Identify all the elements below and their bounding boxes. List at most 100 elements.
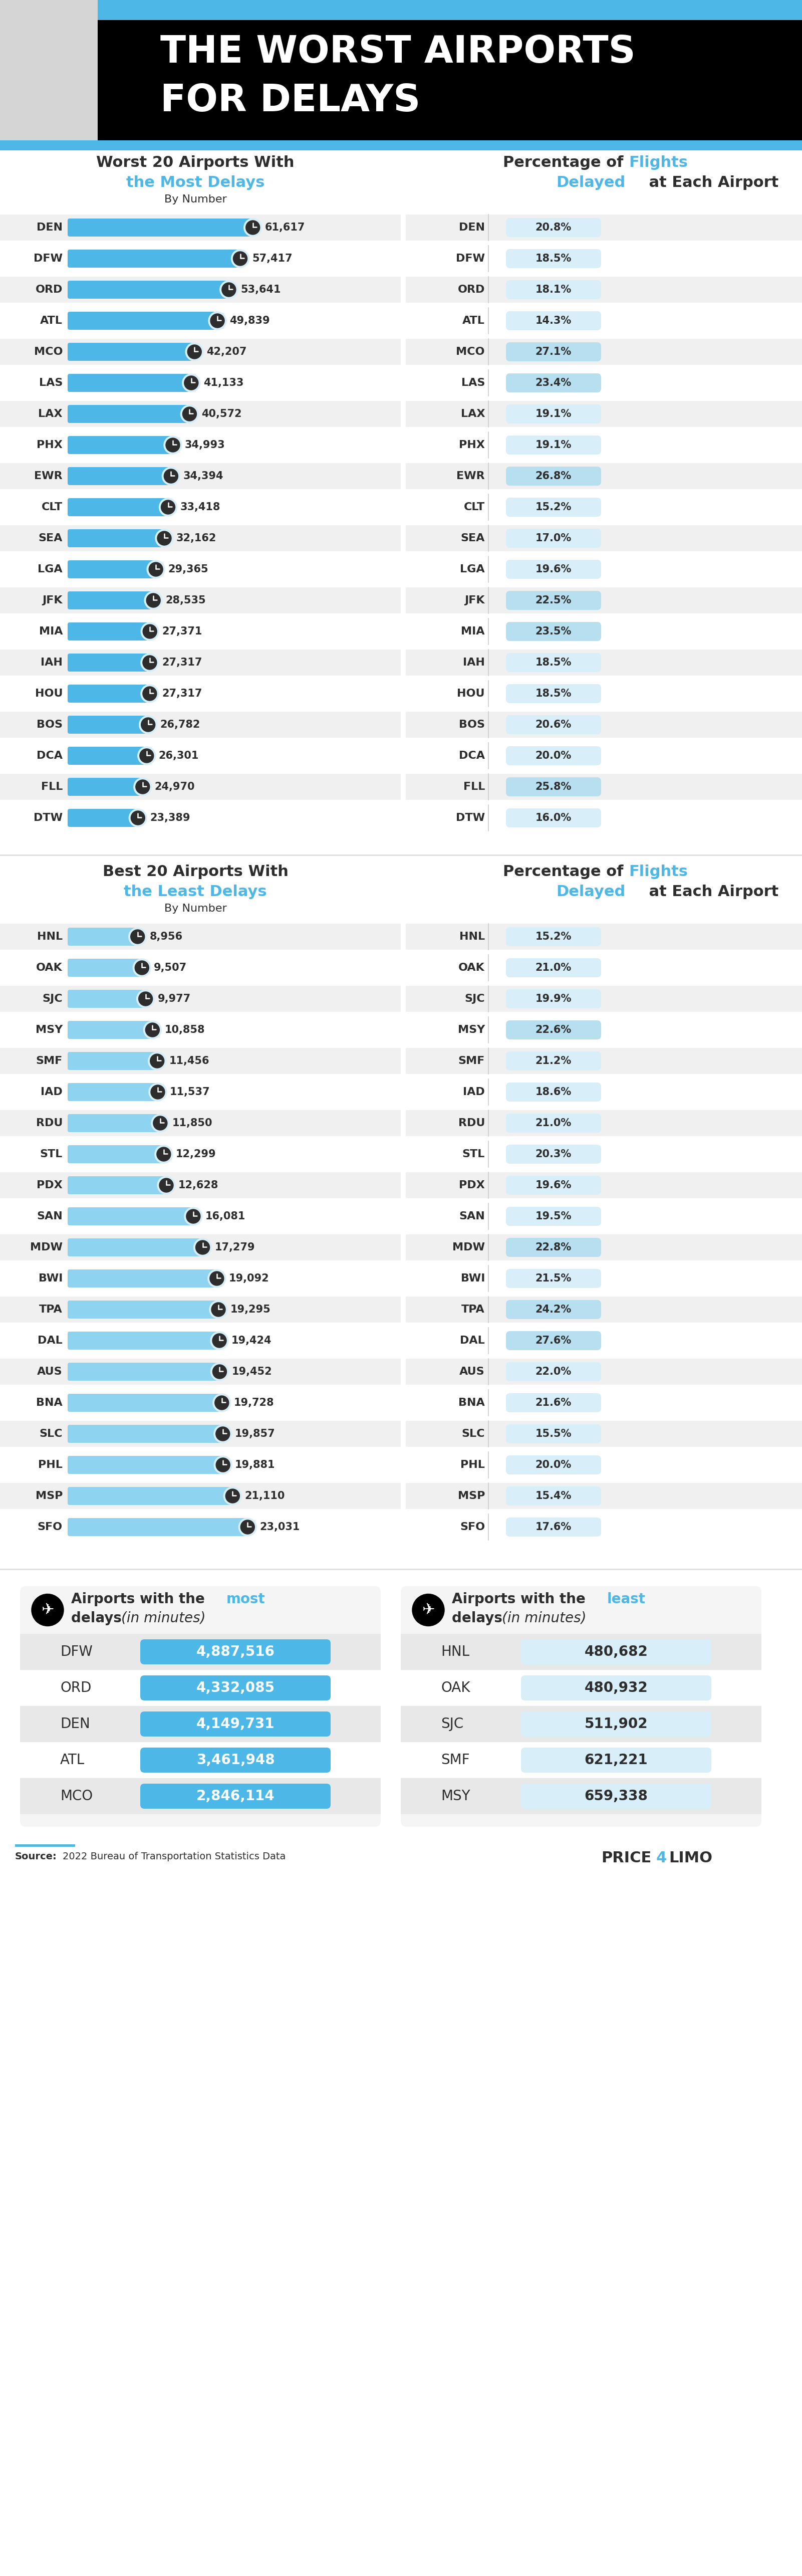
Text: MSP: MSP	[35, 1492, 63, 1502]
FancyBboxPatch shape	[506, 1363, 602, 1381]
Bar	[406, 1515, 802, 1540]
Text: BWI: BWI	[460, 1273, 485, 1283]
FancyBboxPatch shape	[67, 250, 241, 268]
Bar	[406, 556, 802, 582]
Circle shape	[185, 343, 204, 361]
Text: 26,782: 26,782	[160, 719, 200, 729]
Text: SJC: SJC	[441, 1718, 464, 1731]
FancyBboxPatch shape	[67, 685, 150, 703]
Bar	[406, 956, 802, 981]
Circle shape	[157, 1177, 176, 1195]
Text: 20.8%: 20.8%	[536, 222, 572, 232]
Text: the Least Delays: the Least Delays	[124, 884, 267, 899]
Bar	[406, 1110, 802, 1136]
Text: ORD: ORD	[35, 286, 63, 294]
FancyBboxPatch shape	[506, 716, 602, 734]
Text: BNA: BNA	[36, 1399, 63, 1406]
Circle shape	[31, 1595, 63, 1625]
FancyBboxPatch shape	[506, 1332, 602, 1350]
Circle shape	[131, 811, 145, 824]
Text: 4,149,731: 4,149,731	[196, 1718, 274, 1731]
Text: SMF: SMF	[458, 1056, 485, 1066]
Text: LAX: LAX	[38, 410, 63, 420]
FancyBboxPatch shape	[506, 747, 602, 765]
Text: SAN: SAN	[37, 1211, 63, 1221]
Text: DFW: DFW	[456, 252, 485, 263]
Text: ATL: ATL	[60, 1754, 85, 1767]
Text: RDU: RDU	[36, 1118, 63, 1128]
FancyBboxPatch shape	[506, 1301, 602, 1319]
FancyBboxPatch shape	[506, 497, 602, 518]
Text: MDW: MDW	[452, 1242, 485, 1252]
Circle shape	[193, 1239, 212, 1257]
Bar	[406, 276, 802, 304]
FancyBboxPatch shape	[140, 1747, 330, 1772]
Text: 18.5%: 18.5%	[536, 657, 572, 667]
Text: 19.6%: 19.6%	[536, 1180, 572, 1190]
FancyBboxPatch shape	[506, 1113, 602, 1133]
Text: Worst 20 Airports With: Worst 20 Airports With	[96, 155, 294, 170]
FancyBboxPatch shape	[506, 466, 602, 487]
Text: 17.0%: 17.0%	[536, 533, 572, 544]
Bar	[0, 587, 401, 613]
Bar	[0, 1172, 401, 1198]
Bar	[0, 495, 401, 520]
Text: TPA: TPA	[39, 1303, 63, 1314]
Text: AUS: AUS	[37, 1368, 63, 1376]
Text: 27,371: 27,371	[162, 626, 202, 636]
Text: 18.1%: 18.1%	[536, 286, 572, 294]
FancyBboxPatch shape	[506, 1270, 602, 1288]
FancyBboxPatch shape	[506, 654, 602, 672]
Text: 21.0%: 21.0%	[536, 1118, 572, 1128]
FancyBboxPatch shape	[67, 1020, 152, 1038]
Circle shape	[155, 1146, 172, 1164]
Text: SFO: SFO	[38, 1522, 63, 1533]
Bar	[406, 1388, 802, 1417]
Text: 14.3%: 14.3%	[536, 317, 572, 325]
Text: 28,535: 28,535	[165, 595, 206, 605]
Text: 15.5%: 15.5%	[536, 1430, 572, 1440]
Text: STL: STL	[40, 1149, 63, 1159]
Text: 19.9%: 19.9%	[536, 994, 572, 1005]
Text: DCA: DCA	[459, 750, 485, 760]
Bar	[0, 1515, 401, 1540]
FancyBboxPatch shape	[67, 1517, 248, 1535]
Circle shape	[183, 407, 196, 420]
Text: 19,424: 19,424	[232, 1334, 272, 1345]
Bar	[406, 987, 802, 1012]
Bar	[0, 371, 401, 397]
Circle shape	[184, 376, 198, 389]
Bar	[0, 1110, 401, 1136]
Text: LIMO: LIMO	[669, 1850, 712, 1865]
Text: JFK: JFK	[43, 595, 63, 605]
Circle shape	[156, 528, 173, 546]
Text: at Each Airport: at Each Airport	[644, 884, 779, 899]
Text: ATL: ATL	[463, 317, 485, 325]
FancyBboxPatch shape	[506, 1144, 602, 1164]
FancyBboxPatch shape	[67, 1486, 233, 1504]
FancyBboxPatch shape	[140, 1783, 330, 1808]
Text: 23,031: 23,031	[260, 1522, 300, 1533]
Circle shape	[140, 750, 154, 762]
FancyBboxPatch shape	[506, 989, 602, 1007]
FancyBboxPatch shape	[67, 1425, 223, 1443]
FancyBboxPatch shape	[506, 1425, 602, 1443]
FancyBboxPatch shape	[67, 747, 147, 765]
Bar	[0, 1079, 401, 1105]
Bar	[98, 21, 802, 139]
Circle shape	[208, 1270, 226, 1288]
Circle shape	[141, 623, 159, 641]
Text: 2022 Bureau of Transportation Statistics Data: 2022 Bureau of Transportation Statistics…	[63, 1852, 286, 1862]
Circle shape	[233, 252, 247, 265]
Text: 21.5%: 21.5%	[536, 1273, 572, 1283]
FancyBboxPatch shape	[67, 716, 148, 734]
FancyBboxPatch shape	[67, 958, 142, 976]
Text: 20.6%: 20.6%	[536, 719, 572, 729]
Bar	[0, 1484, 401, 1510]
Text: TPA: TPA	[461, 1303, 485, 1314]
Text: OAK: OAK	[441, 1682, 470, 1695]
FancyBboxPatch shape	[506, 219, 602, 237]
Circle shape	[161, 500, 175, 515]
Text: SFO: SFO	[460, 1522, 485, 1533]
FancyBboxPatch shape	[67, 497, 168, 515]
